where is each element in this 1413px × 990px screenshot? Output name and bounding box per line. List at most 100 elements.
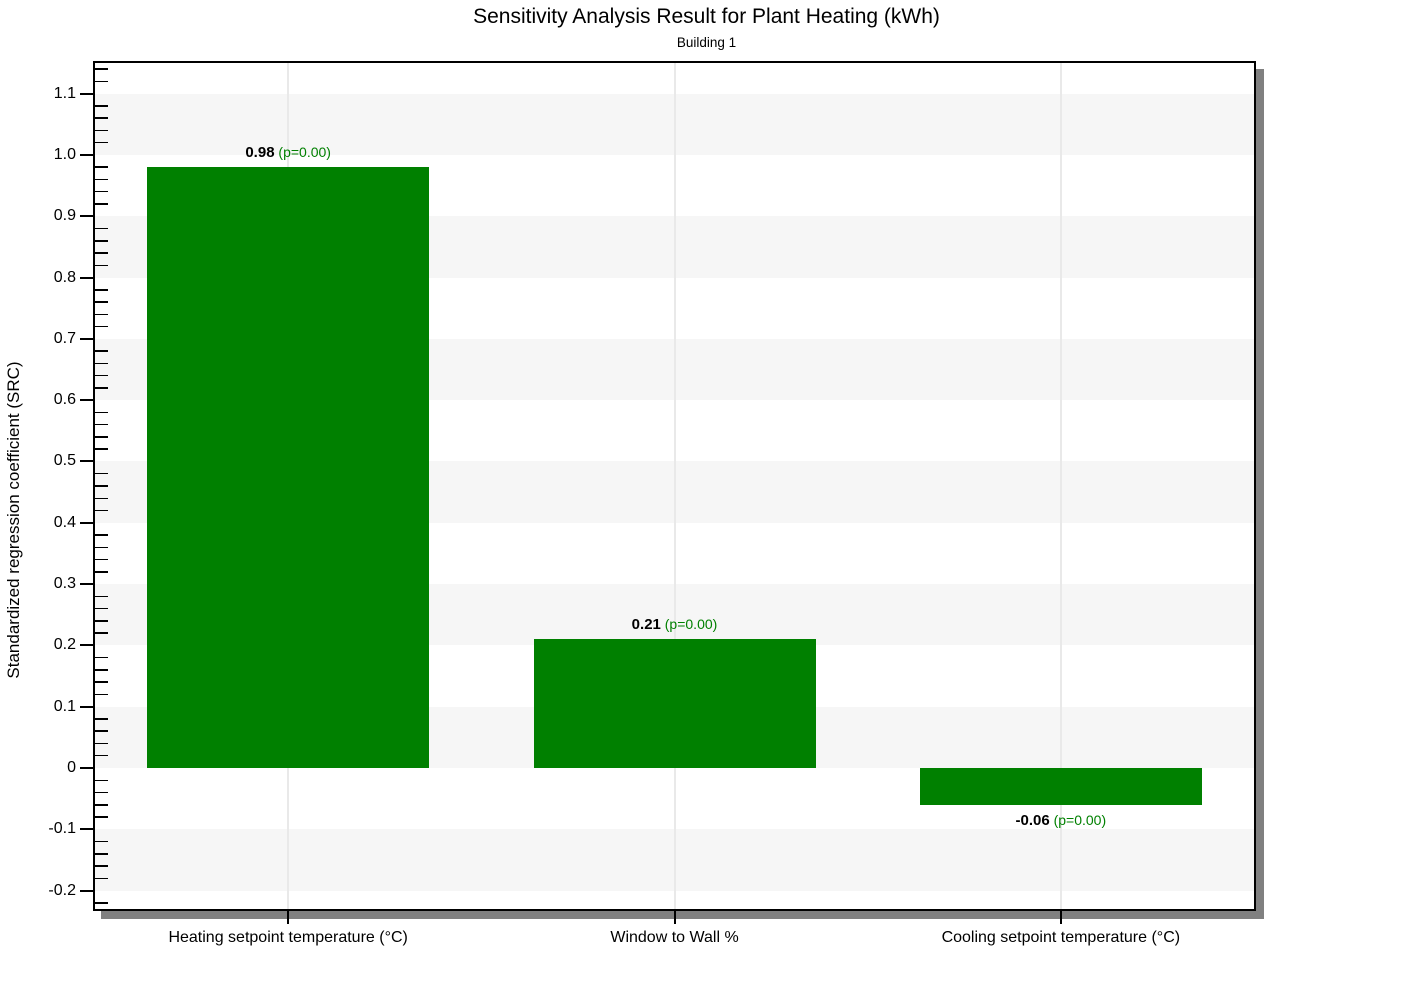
bar-pvalue-text: (p=0.00)	[274, 144, 331, 161]
y-major-tick	[80, 767, 93, 769]
y-major-tick	[80, 828, 93, 831]
y-minor-tick	[95, 840, 108, 843]
y-minor-tick	[95, 166, 108, 168]
y-major-tick	[80, 889, 93, 892]
y-tick-label: 0.5	[53, 452, 76, 470]
y-minor-tick	[95, 595, 108, 598]
y-minor-tick	[95, 289, 108, 291]
y-minor-tick	[95, 325, 108, 328]
y-minor-tick	[95, 190, 108, 193]
y-minor-tick	[95, 779, 108, 781]
y-major-tick	[80, 153, 93, 156]
chart-subtitle: Building 1	[676, 35, 737, 50]
y-tick-label: -0.2	[48, 881, 76, 899]
y-minor-tick	[95, 129, 108, 132]
y-tick-label: 1.1	[53, 84, 76, 102]
x-category-label-2: Window to Wall %	[610, 929, 739, 946]
bar-pvalue-text: (p=0.00)	[1049, 811, 1107, 828]
y-major-tick	[80, 521, 93, 524]
y-tick-label: 0.7	[53, 329, 76, 347]
y-minor-tick	[95, 240, 108, 242]
plot-area: 0.98 (p=0.00) 0.21 (p=0.00) -0.06 (p=0.00)	[93, 61, 1256, 911]
y-tick-label: 0.9	[53, 207, 76, 225]
bar-value-text: 0.98	[245, 144, 275, 162]
y-tick-label: 0.8	[53, 268, 76, 286]
bar-2	[533, 639, 816, 768]
vertical-gridline	[1059, 63, 1062, 909]
bar-value-label: 0.21 (p=0.00)	[632, 616, 718, 634]
y-minor-tick	[95, 448, 108, 450]
y-minor-tick	[95, 178, 108, 181]
y-minor-tick	[95, 620, 108, 622]
y-tick-label: 0.2	[53, 636, 76, 654]
y-minor-tick	[95, 374, 108, 377]
y-minor-tick	[95, 571, 108, 573]
y-minor-tick	[95, 534, 108, 536]
bar-pvalue-text: (p=0.00)	[660, 616, 718, 633]
y-major-tick	[80, 399, 93, 402]
y-minor-tick	[95, 509, 108, 512]
bar-value-text: 0.21	[631, 616, 661, 634]
y-minor-tick	[95, 877, 108, 880]
y-tick-label: 0.1	[53, 697, 76, 715]
y-minor-tick	[95, 411, 108, 414]
chart-title: Sensitivity Analysis Result for Plant He…	[473, 5, 940, 28]
y-minor-tick	[95, 681, 108, 683]
y-tick-label: 0.6	[53, 391, 76, 409]
y-tick-label: 0.4	[53, 513, 76, 531]
y-minor-tick	[95, 730, 108, 732]
y-minor-tick	[95, 546, 108, 549]
bar-value-label: -0.06 (p=0.00)	[1016, 812, 1107, 830]
y-major-tick	[80, 92, 93, 95]
y-minor-tick	[95, 80, 108, 83]
y-minor-tick	[95, 865, 108, 867]
y-minor-tick	[95, 902, 108, 904]
y-major-tick	[80, 215, 93, 218]
y-tick-label: 0.3	[53, 575, 76, 593]
y-minor-tick	[95, 669, 108, 671]
bar-value-label: 0.98 (p=0.00)	[245, 144, 331, 162]
y-tick-label: 0	[67, 759, 76, 776]
y-minor-tick	[95, 301, 108, 303]
y-minor-tick	[95, 558, 108, 561]
x-category-label-3: Cooling setpoint temperature (°C)	[941, 929, 1181, 946]
y-minor-tick	[95, 791, 108, 794]
y-minor-tick	[95, 423, 108, 426]
y-minor-tick	[95, 117, 108, 119]
y-minor-tick	[95, 203, 108, 205]
y-minor-tick	[95, 387, 108, 389]
y-minor-tick	[95, 804, 108, 806]
y-minor-tick	[95, 313, 108, 316]
y-minor-tick	[95, 105, 108, 107]
y-minor-tick	[95, 350, 108, 352]
y-minor-tick	[95, 853, 108, 855]
y-minor-tick	[95, 264, 108, 267]
x-category-tick	[1059, 911, 1062, 924]
bar-value-text: -0.06	[1015, 811, 1050, 829]
y-minor-tick	[95, 497, 108, 499]
y-minor-tick	[95, 816, 108, 818]
x-category-tick	[673, 911, 676, 924]
y-minor-tick	[95, 227, 108, 230]
y-minor-tick	[95, 742, 108, 745]
y-minor-tick	[95, 436, 108, 438]
y-minor-tick	[95, 362, 108, 365]
y-minor-tick	[95, 656, 108, 659]
y-major-tick	[80, 460, 93, 463]
y-minor-tick	[95, 693, 108, 696]
y-minor-tick	[95, 141, 108, 144]
y-tick-label: 1.0	[53, 145, 76, 163]
y-minor-tick	[95, 718, 108, 720]
y-minor-tick	[95, 472, 108, 475]
y-major-tick	[80, 583, 93, 586]
x-category-label-1: Heating setpoint temperature (°C)	[168, 929, 408, 946]
y-tick-label: -0.1	[48, 820, 76, 838]
y-major-tick	[80, 644, 93, 647]
bar-1	[147, 167, 430, 768]
x-category-tick	[287, 911, 290, 924]
y-minor-tick	[95, 252, 108, 254]
vertical-gridline	[673, 63, 676, 909]
y-major-tick	[80, 705, 93, 708]
y-minor-tick	[95, 632, 108, 634]
